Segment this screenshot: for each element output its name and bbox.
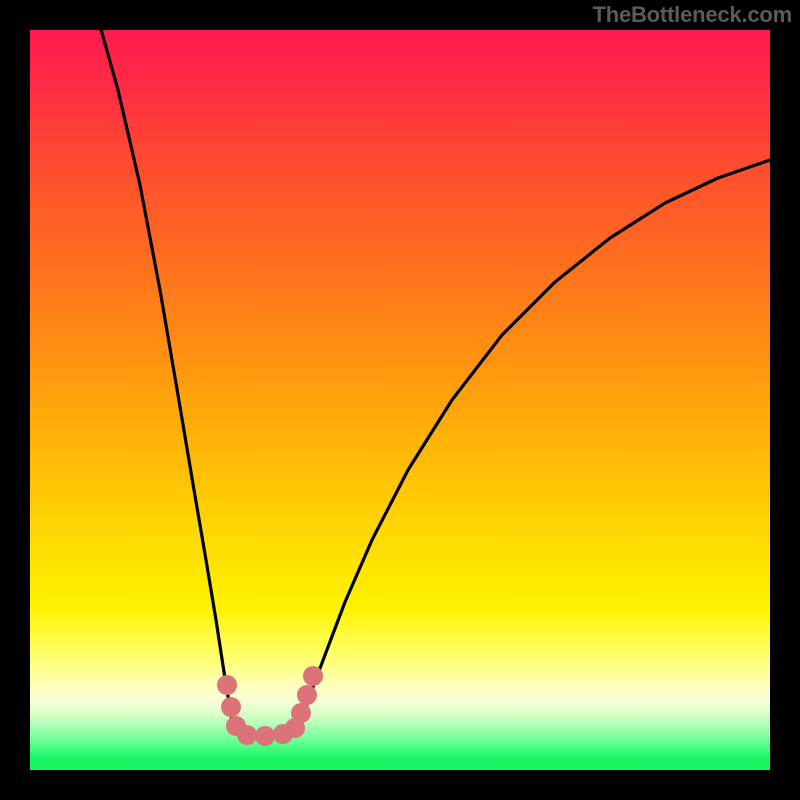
chart-svg xyxy=(0,0,800,800)
curve-dot xyxy=(303,666,323,686)
watermark-text: TheBottleneck.com xyxy=(592,2,792,28)
plot-area xyxy=(30,30,770,770)
curve-dot xyxy=(217,675,237,695)
curve-dot xyxy=(291,703,311,723)
curve-dot xyxy=(255,726,275,746)
curve-dot xyxy=(237,725,257,745)
curve-dot xyxy=(297,685,317,705)
chart-canvas: TheBottleneck.com xyxy=(0,0,800,800)
curve-dot xyxy=(221,697,241,717)
